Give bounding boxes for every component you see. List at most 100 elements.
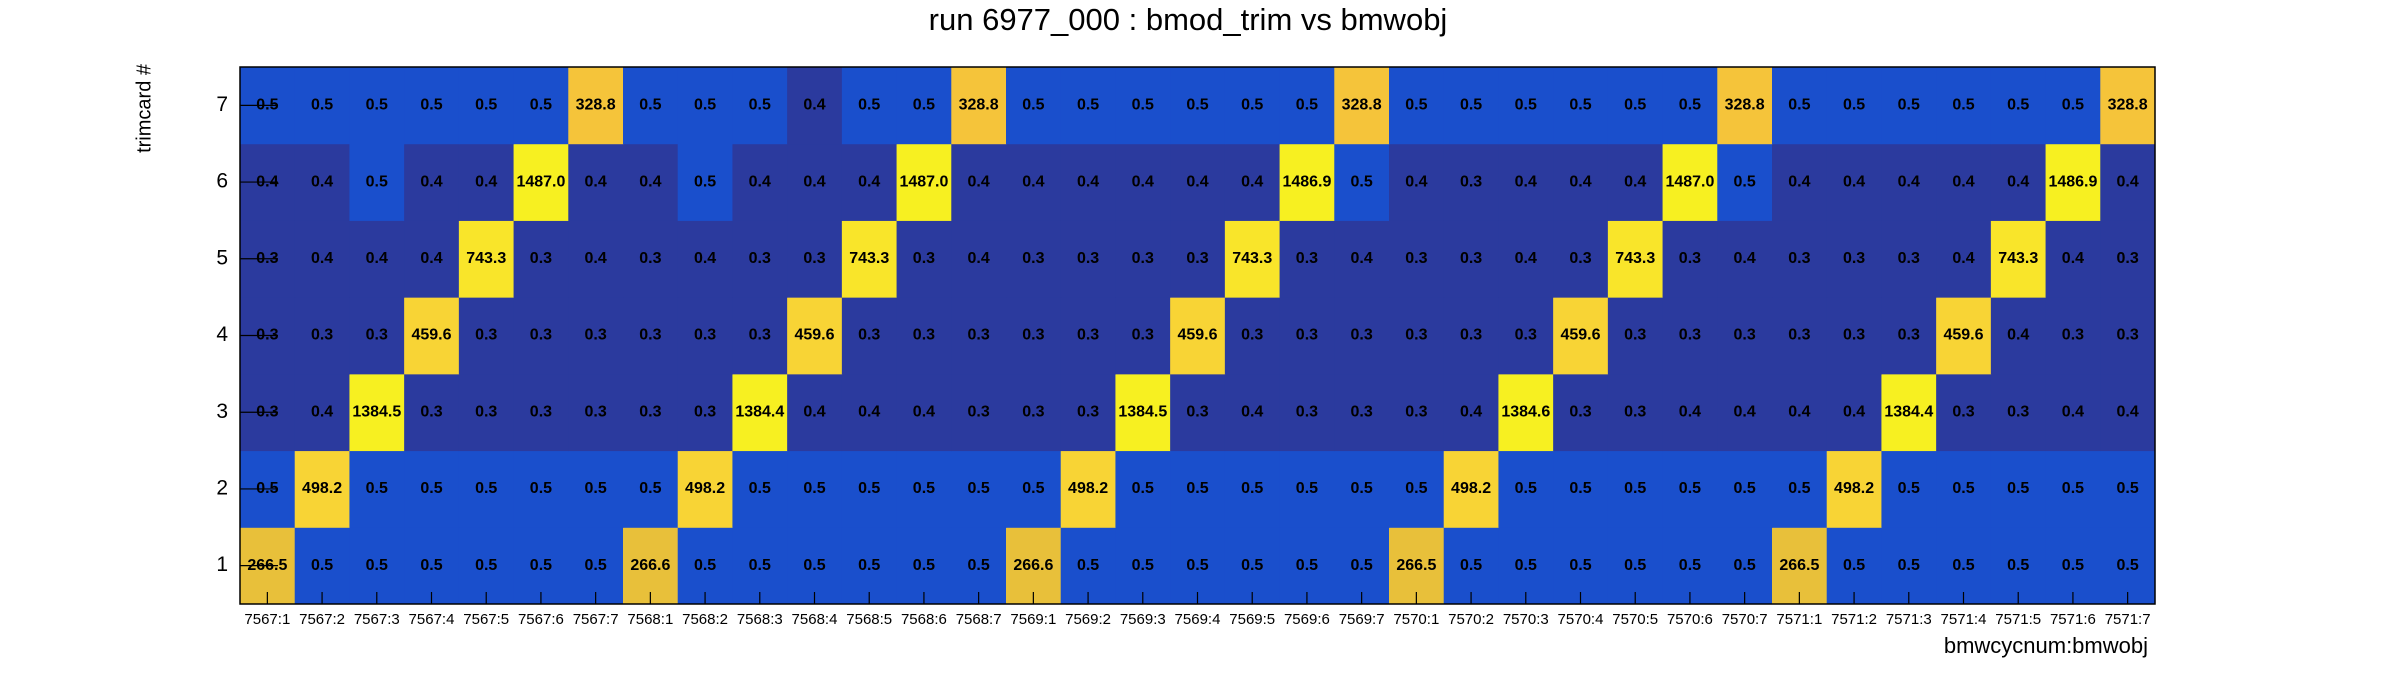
cell-label: 0.5 [1569, 557, 1591, 574]
cell-label: 0.3 [1296, 250, 1318, 267]
heat-cell [623, 373, 679, 452]
cell-label: 0.3 [2117, 250, 2139, 267]
cell-label: 0.5 [2117, 557, 2139, 574]
cell-label: 0.5 [2062, 97, 2084, 114]
cell-label: 0.5 [1132, 97, 1154, 114]
cell-label: 0.5 [968, 480, 990, 497]
cell-label: 0.5 [749, 97, 771, 114]
heat-cell [1115, 297, 1171, 375]
cell-label: 0.3 [2062, 327, 2084, 344]
heat-cell [1607, 220, 1664, 298]
cell-label: 0.3 [2117, 327, 2139, 344]
heat-cell [404, 373, 460, 452]
cell-label: 0.5 [749, 557, 771, 574]
heat-cell [1717, 373, 1773, 452]
cell-label: 0.4 [366, 250, 388, 267]
heat-cell [404, 220, 460, 298]
cell-label: 0.3 [1460, 173, 1482, 190]
cell-label: 743.3 [1615, 250, 1655, 267]
cell-label: 0.4 [2007, 327, 2029, 344]
cell-label: 0.5 [366, 97, 388, 114]
heat-cell [951, 373, 1007, 452]
cell-label: 0.5 [694, 97, 716, 114]
cell-label: 0.5 [803, 557, 825, 574]
heat-cell [951, 297, 1007, 375]
cell-label: 0.5 [420, 557, 442, 574]
heat-cell [458, 220, 515, 298]
heat-cell [2100, 450, 2156, 528]
heat-cell [677, 143, 733, 221]
heat-cell [1006, 527, 1062, 605]
heat-cell [623, 220, 679, 298]
cell-label: 0.4 [1132, 173, 1154, 190]
x-tick-label: 7571:5 [1995, 611, 2041, 628]
cell-label: 0.3 [1843, 327, 1865, 344]
cell-label: 0.4 [1734, 250, 1756, 267]
heat-cell [349, 143, 405, 221]
cell-label: 0.5 [1679, 557, 1701, 574]
heat-cell [1279, 67, 1335, 145]
cell-label: 0.3 [803, 250, 825, 267]
x-tick-label: 7568:2 [682, 611, 728, 628]
cell-label: 1384.5 [352, 403, 401, 420]
heat-cell [1607, 527, 1664, 605]
cell-label: 0.5 [1515, 557, 1537, 574]
heat-cell [1389, 373, 1445, 452]
heat-cell [349, 67, 405, 145]
cell-label: 0.5 [1569, 97, 1591, 114]
heat-cell [568, 220, 624, 298]
heat-cell [732, 297, 788, 375]
cell-label: 0.5 [1734, 173, 1756, 190]
cell-label: 0.3 [1077, 327, 1099, 344]
x-tick-label: 7567:7 [573, 611, 619, 628]
cell-label: 459.6 [411, 327, 451, 344]
cell-label: 0.5 [1460, 557, 1482, 574]
heat-cell [787, 373, 843, 452]
heat-cell [2100, 143, 2156, 221]
heat-cell [1498, 450, 1554, 528]
cell-label: 0.5 [1077, 557, 1099, 574]
heat-cell [1224, 373, 1281, 452]
cell-label: 0.3 [1679, 327, 1701, 344]
heat-cell [623, 527, 679, 605]
heat-cell [349, 450, 405, 528]
heat-cell [458, 373, 515, 452]
heat-cell [623, 67, 679, 145]
cell-label: 0.3 [1022, 327, 1044, 344]
heat-cell [1224, 297, 1281, 375]
heat-cell [1662, 297, 1718, 375]
heat-cell [1115, 220, 1171, 298]
heat-cell [677, 297, 733, 375]
cell-label: 0.3 [1788, 250, 1810, 267]
heat-cell [1334, 527, 1390, 605]
heat-cell [2045, 143, 2101, 221]
heat-cell [2100, 527, 2156, 605]
cell-label: 743.3 [849, 250, 889, 267]
cell-label: 0.3 [585, 327, 607, 344]
heat-cell [1060, 220, 1116, 298]
cell-label: 0.4 [913, 403, 935, 420]
cell-label: 0.5 [311, 97, 333, 114]
cell-label: 0.4 [858, 403, 880, 420]
heat-cell [1990, 527, 2047, 605]
heat-cell [1170, 527, 1226, 605]
heat-cell [1279, 527, 1335, 605]
heat-cell [349, 527, 405, 605]
heat-cell [787, 450, 843, 528]
cell-label: 0.5 [803, 480, 825, 497]
heat-cell [1607, 450, 1664, 528]
cell-label: 498.2 [1451, 480, 1491, 497]
heat-cell [677, 67, 733, 145]
cell-label: 0.3 [1460, 250, 1482, 267]
cell-label: 0.5 [1624, 557, 1646, 574]
cell-label: 0.5 [1351, 557, 1373, 574]
cell-label: 0.4 [803, 97, 825, 114]
heat-cell [349, 297, 405, 375]
cell-label: 0.4 [1734, 403, 1756, 420]
heat-cell [1060, 450, 1116, 528]
cell-label: 0.3 [366, 327, 388, 344]
heat-cell [2100, 220, 2156, 298]
x-axis-label: bmwcycnum:bmwobj [1944, 633, 2148, 658]
cell-label: 0.4 [1569, 173, 1591, 190]
x-tick-label: 7569:7 [1339, 611, 1385, 628]
